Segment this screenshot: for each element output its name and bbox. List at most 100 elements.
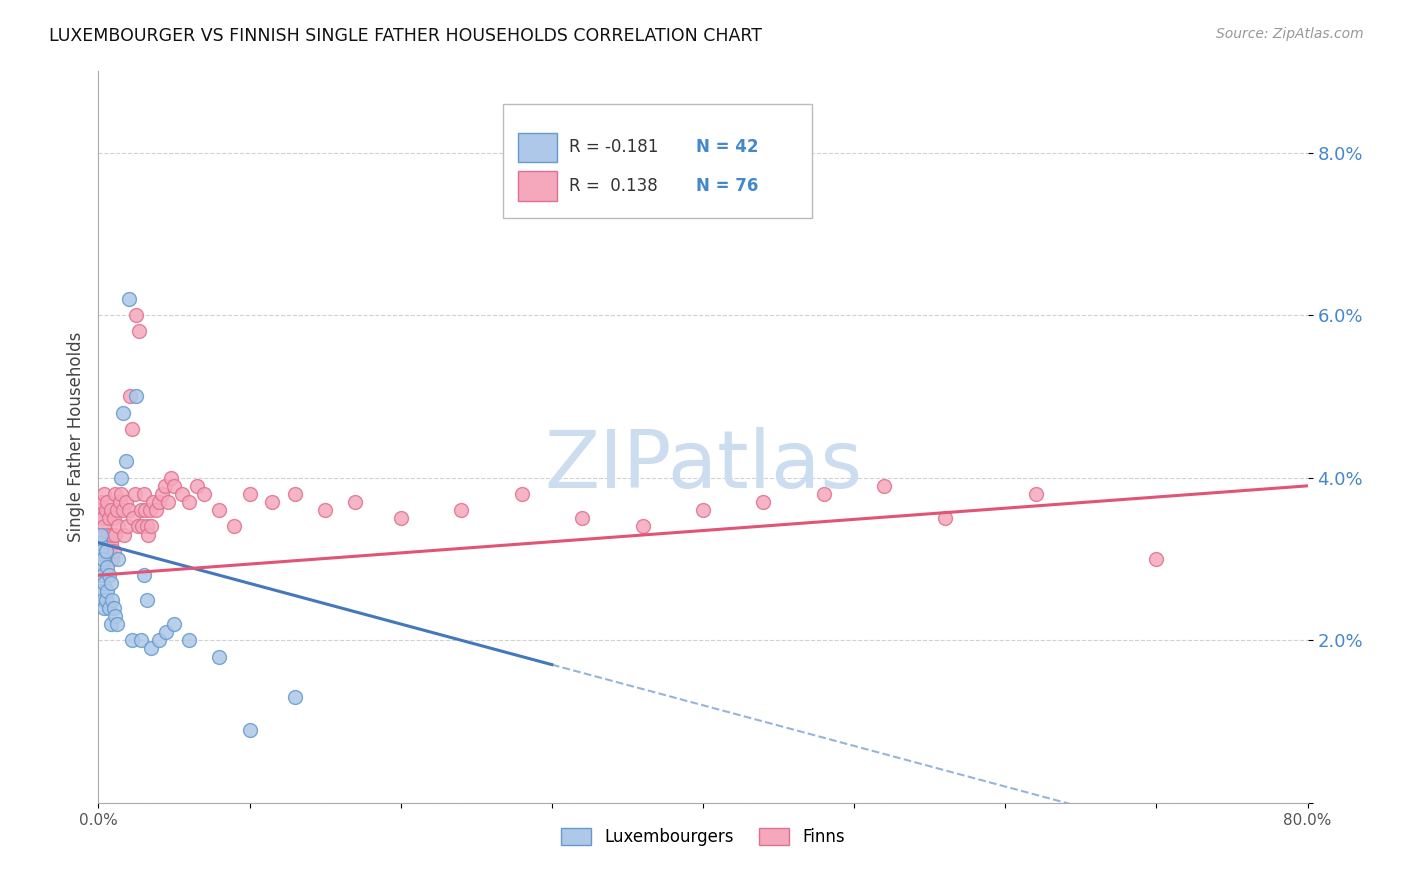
Point [148,633,170,648]
Y-axis label: Single Father Households: Single Father Households [66,332,84,542]
Point [94,544,117,558]
Point [163,479,186,493]
Point [121,422,143,436]
Point [129,503,152,517]
Point [98,544,121,558]
Point [125,389,148,403]
Point [100,576,122,591]
Point [131,519,153,533]
Point [1024,487,1046,501]
Point [104,527,127,541]
Bar [503,104,811,218]
Text: N = 76: N = 76 [696,177,758,195]
Point [90,560,112,574]
Point [111,406,134,420]
Point [107,519,129,533]
Point [314,503,336,517]
Point [153,479,176,493]
Point [239,723,262,737]
Point [94,592,117,607]
Point [98,568,121,582]
Point [118,292,141,306]
Point [100,535,122,549]
Point [96,495,118,509]
Point [101,592,124,607]
Point [510,487,533,501]
Legend: Luxembourgers, Finns: Luxembourgers, Finns [554,822,852,853]
Point [89,568,111,582]
Point [139,503,162,517]
Point [631,519,654,533]
Text: R =  0.138: R = 0.138 [569,177,658,195]
Point [91,568,114,582]
Point [389,511,412,525]
Point [148,495,170,509]
Point [100,617,122,632]
Point [141,641,163,656]
Point [156,495,179,509]
Point [93,487,115,501]
Point [145,503,167,517]
Point [752,495,775,509]
Point [224,519,246,533]
Point [186,479,208,493]
Point [90,544,112,558]
Point [90,495,112,509]
Point [107,552,129,566]
Point [104,487,127,501]
Point [208,503,231,517]
Point [239,487,262,501]
Point [163,617,186,632]
Point [98,511,121,525]
Point [450,503,472,517]
Point [1144,552,1167,566]
Point [134,503,156,517]
Point [110,487,132,501]
Text: LUXEMBOURGER VS FINNISH SINGLE FATHER HOUSEHOLDS CORRELATION CHART: LUXEMBOURGER VS FINNISH SINGLE FATHER HO… [49,27,762,45]
Text: ZIPatlas: ZIPatlas [544,427,862,506]
Point [179,633,201,648]
Point [90,584,112,599]
Point [135,592,157,607]
Point [103,511,125,525]
Point [344,495,367,509]
Text: Source: ZipAtlas.com: Source: ZipAtlas.com [1216,27,1364,41]
Point [284,487,307,501]
Point [94,503,117,517]
Point [96,527,118,541]
Point [91,552,114,566]
Point [103,544,125,558]
Point [121,633,143,648]
Point [94,552,117,566]
Point [104,608,127,623]
Point [127,519,149,533]
Point [89,535,111,549]
Point [90,503,112,517]
Point [100,503,122,517]
Point [120,389,142,403]
Point [89,527,111,541]
Point [141,519,163,533]
Point [873,479,896,493]
Point [105,503,128,517]
Point [132,487,155,501]
Point [91,535,114,549]
Point [93,519,115,533]
Text: N = 42: N = 42 [696,138,758,156]
Point [122,511,145,525]
Point [125,308,148,322]
Point [101,552,124,566]
Point [135,519,157,533]
Point [89,552,111,566]
Point [150,487,173,501]
Point [103,600,125,615]
Point [118,503,141,517]
Point [129,633,152,648]
Point [155,625,177,640]
Point [91,592,114,607]
Point [193,487,215,501]
Point [98,600,121,615]
Point [91,511,114,525]
Point [108,495,131,509]
Point [136,527,159,541]
